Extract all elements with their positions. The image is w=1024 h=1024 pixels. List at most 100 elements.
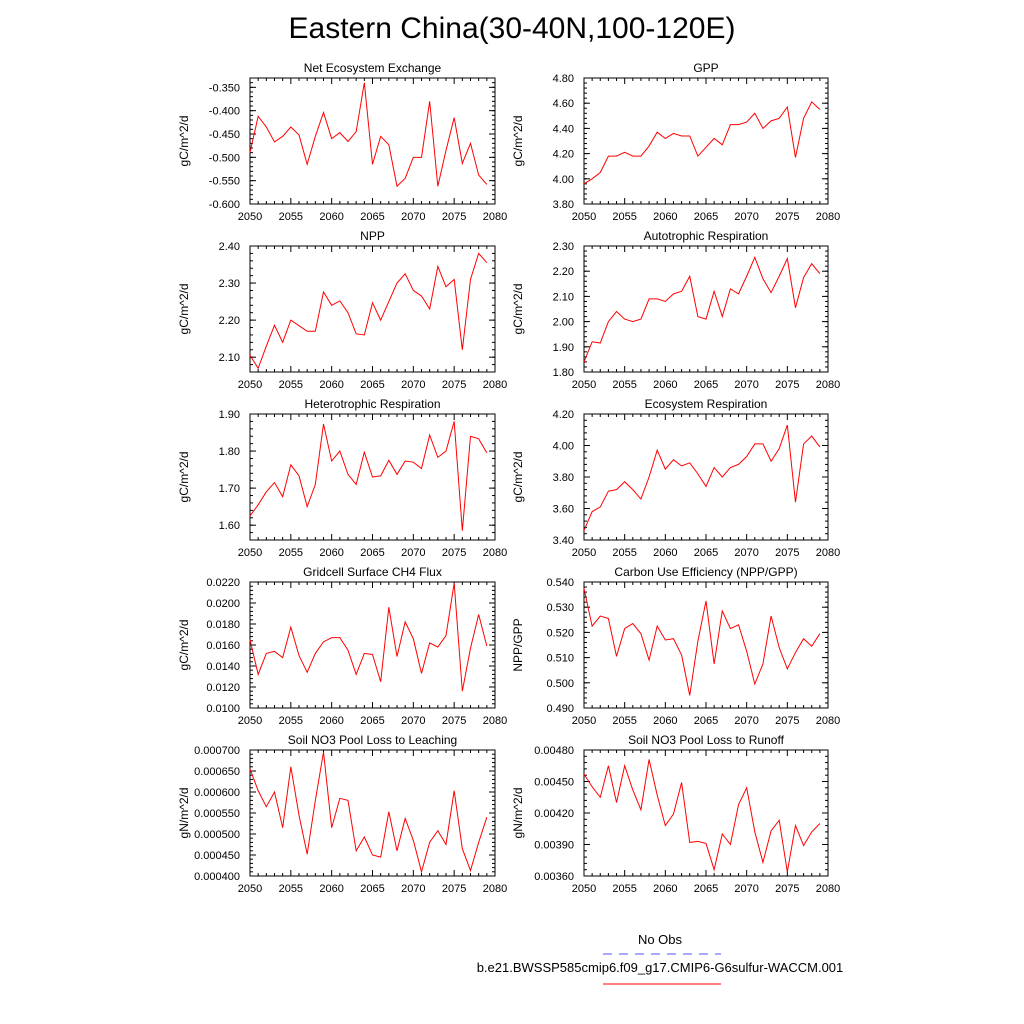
x-tick-label: 2070 — [401, 883, 425, 895]
x-tick-label: 2080 — [483, 211, 507, 223]
x-tick-label: 2050 — [572, 211, 596, 223]
x-tick-label: 2060 — [653, 883, 677, 895]
chart-panel-5: Ecosystem Respiration gC/m^2/d 2050 2055 206… — [511, 397, 840, 559]
x-tick-label: 2055 — [612, 547, 636, 559]
x-tick-label: 2055 — [612, 211, 636, 223]
x-tick-label: 2065 — [694, 379, 718, 391]
x-tick-label: 2080 — [816, 211, 840, 223]
y-tick-label: 1.60 — [219, 520, 240, 532]
x-tick-label: 2075 — [775, 715, 799, 727]
x-tick-label: 2050 — [572, 379, 596, 391]
y-tick-label: -0.550 — [209, 176, 240, 188]
plot-frame — [583, 749, 829, 877]
y-tick-label: 0.510 — [546, 653, 574, 665]
y-tick-label: 4.40 — [553, 123, 574, 135]
y-axis-label: gN/m^2/d — [177, 788, 191, 839]
x-tick-label: 2080 — [816, 883, 840, 895]
x-tick-label: 2060 — [319, 379, 343, 391]
series-line — [583, 759, 821, 872]
x-tick-label: 2070 — [401, 547, 425, 559]
x-tick-label: 2050 — [238, 883, 262, 895]
y-tick-label: -0.600 — [209, 199, 240, 211]
y-tick-label: 1.80 — [553, 367, 574, 379]
x-tick-label: 2075 — [442, 883, 466, 895]
chart-panel-2: NPP gC/m^2/d 2050 2055 2060 2065 2070 2075 2080 2… — [177, 229, 507, 391]
y-tick-label: 2.40 — [219, 241, 240, 253]
x-tick-label: 2080 — [816, 547, 840, 559]
y-tick-label: 2.20 — [553, 266, 574, 278]
x-tick-label: 2055 — [279, 715, 303, 727]
x-tick-label: 2070 — [401, 211, 425, 223]
series-line — [249, 82, 488, 188]
x-tick-label: 2055 — [612, 715, 636, 727]
chart-panel-6: Gridcell Surface CH4 Flux gC/m^2/d 2050 205… — [177, 565, 507, 727]
x-tick-label: 2050 — [238, 211, 262, 223]
y-tick-label: 4.60 — [553, 98, 574, 110]
x-tick-label: 2075 — [442, 379, 466, 391]
y-tick-label: 4.00 — [553, 174, 574, 186]
x-tick-label: 2050 — [238, 547, 262, 559]
x-tick-label: 2075 — [442, 715, 466, 727]
y-tick-label: 0.0120 — [206, 682, 240, 694]
y-tick-label: -0.450 — [209, 129, 240, 141]
y-tick-label: 1.70 — [219, 483, 240, 495]
y-tick-label: 0.00420 — [534, 808, 574, 820]
chart-title: Soil NO3 Pool Loss to Runoff — [628, 733, 785, 747]
x-tick-label: 2050 — [238, 379, 262, 391]
y-tick-label: 0.500 — [546, 678, 574, 690]
series-line — [583, 101, 821, 185]
chart-panel-8: Soil NO3 Pool Loss to Leaching gN/m^2/d 20… — [177, 733, 507, 895]
chart-panel-4: Heterotrophic Respiration gC/m^2/d 2050 205… — [177, 397, 507, 559]
x-tick-label: 2065 — [360, 547, 384, 559]
y-tick-label: 3.80 — [553, 199, 574, 211]
x-tick-label: 2080 — [483, 715, 507, 727]
y-tick-label: 3.40 — [553, 535, 574, 547]
y-tick-label: 0.540 — [546, 577, 574, 589]
y-tick-label: 0.520 — [546, 627, 574, 639]
x-tick-label: 2060 — [653, 379, 677, 391]
chart-title: GPP — [693, 61, 718, 75]
plot-frame — [583, 413, 829, 541]
x-tick-label: 2060 — [319, 883, 343, 895]
x-tick-label: 2060 — [319, 547, 343, 559]
y-tick-label: 2.30 — [553, 241, 574, 253]
y-tick-label: -0.400 — [209, 106, 240, 118]
y-tick-label: 0.00480 — [534, 745, 574, 757]
x-tick-label: 2065 — [360, 715, 384, 727]
x-tick-label: 2065 — [360, 379, 384, 391]
plot-frame — [249, 749, 496, 877]
x-tick-label: 2050 — [572, 715, 596, 727]
y-tick-label: 0.0160 — [206, 640, 240, 652]
legend-obs-label: No Obs — [637, 932, 683, 947]
x-tick-label: 2075 — [775, 211, 799, 223]
chart-title: NPP — [360, 229, 385, 243]
series-line — [249, 421, 488, 531]
chart-title: Soil NO3 Pool Loss to Leaching — [288, 733, 457, 747]
x-tick-label: 2075 — [775, 379, 799, 391]
x-tick-label: 2075 — [775, 883, 799, 895]
y-tick-label: 0.0100 — [206, 703, 240, 715]
x-tick-label: 2060 — [319, 715, 343, 727]
y-axis-label: gC/m^2/d — [511, 284, 525, 335]
y-tick-label: 0.000550 — [194, 808, 240, 820]
x-tick-label: 2075 — [775, 547, 799, 559]
y-tick-label: -0.500 — [209, 152, 240, 164]
x-tick-label: 2080 — [483, 547, 507, 559]
legend-run-label: b.e21.BWSSP585cmip6.f09_g17.CMIP6-G6sulf… — [476, 960, 844, 975]
y-axis-label: NPP/GPP — [511, 618, 525, 671]
y-tick-label: 0.000650 — [194, 766, 240, 778]
series-line — [249, 752, 488, 874]
figure-title: Eastern China(30-40N,100-120E) — [288, 12, 736, 45]
y-tick-label: 0.000700 — [194, 745, 240, 757]
x-tick-label: 2075 — [442, 547, 466, 559]
y-tick-label: 0.000450 — [194, 850, 240, 862]
x-tick-label: 2050 — [238, 715, 262, 727]
y-tick-label: 4.00 — [553, 441, 574, 453]
x-tick-label: 2055 — [279, 379, 303, 391]
y-axis-label: gC/m^2/d — [177, 116, 191, 167]
y-tick-label: 2.00 — [553, 317, 574, 329]
y-tick-label: 0.490 — [546, 703, 574, 715]
chart-panel-3: Autotrophic Respiration gC/m^2/d 2050 2055 2… — [511, 229, 840, 391]
x-tick-label: 2065 — [694, 883, 718, 895]
y-tick-label: 2.30 — [219, 278, 240, 290]
